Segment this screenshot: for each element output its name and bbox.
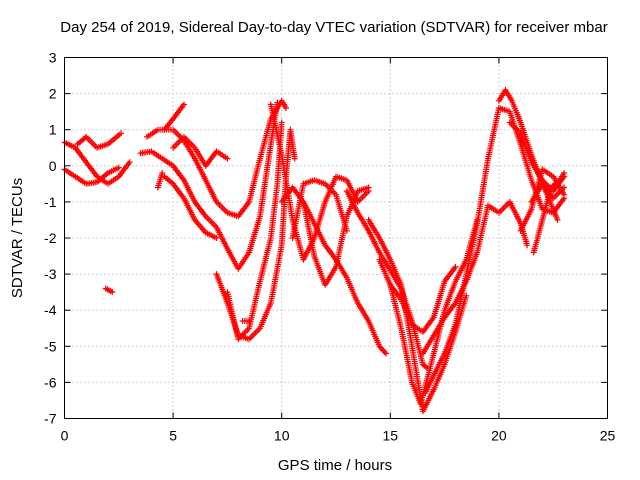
y-tick-label: 3: [49, 50, 57, 66]
data-point: [452, 263, 459, 270]
data-point: [365, 184, 372, 191]
data-point: [181, 101, 187, 108]
data-point: [291, 155, 298, 162]
series-track-7: [144, 97, 289, 220]
data-point: [554, 216, 561, 223]
y-tick-labels: -7 -6 -5 -4 -3 -2 -1 0 1 2 3: [44, 50, 57, 427]
series-track-8: [161, 173, 220, 241]
data-point: [278, 119, 285, 126]
series-track-21: [387, 263, 459, 335]
series-track-2: [61, 164, 122, 187]
series-track-19: [365, 216, 470, 415]
data-point: [159, 170, 166, 176]
x-tick-label: 20: [491, 428, 507, 444]
x-tick-label: 5: [169, 428, 177, 444]
y-tick-label: -5: [44, 338, 57, 354]
series-track-17: [300, 198, 389, 357]
data-point: [115, 164, 122, 171]
chart-title: Day 254 of 2019, Sidereal Day-to-day VTE…: [60, 19, 607, 36]
x-tick-label: 10: [274, 428, 290, 444]
series-track-5: [137, 99, 281, 272]
y-tick-label: -7: [44, 411, 57, 427]
series-track-4: [102, 285, 116, 296]
series-track-14: [267, 101, 372, 263]
series-track-10: [170, 133, 231, 169]
data-point: [383, 350, 389, 357]
data-point: [109, 289, 116, 296]
data-point: [283, 105, 289, 111]
grid-lines: [64, 57, 608, 419]
series-track-16: [289, 177, 350, 241]
data-point: [561, 191, 568, 198]
y-tick-label: -6: [44, 374, 57, 390]
data-point: [343, 227, 350, 234]
data-point: [118, 130, 124, 137]
y-tick-label: -4: [44, 302, 57, 318]
y-tick-label: 0: [49, 158, 57, 174]
y-tick-label: 2: [49, 86, 57, 102]
y-tick-label: -2: [44, 230, 57, 246]
data-point: [224, 155, 231, 162]
series-track-20: [376, 216, 481, 408]
data-points: [61, 87, 568, 415]
x-axis-label: GPS time / hours: [278, 457, 392, 474]
series-track-25: [506, 119, 568, 195]
series-track-9: [161, 101, 187, 133]
series-track-13: [239, 318, 253, 324]
x-tick-labels: 0 5 10 15 20 25: [61, 428, 616, 444]
y-tick-label: 1: [49, 122, 57, 138]
y-axis-label: SDTVAR / TECUs: [9, 178, 26, 298]
data-point: [213, 235, 220, 241]
y-tick-label: -1: [44, 194, 57, 210]
data-point: [246, 318, 253, 324]
series-track-23: [422, 105, 568, 397]
x-tick-label: 0: [61, 428, 69, 444]
plot-frame: [64, 57, 608, 419]
y-tick-label: -3: [44, 266, 57, 282]
x-tick-label: 25: [600, 428, 616, 444]
series-track-3: [74, 130, 124, 151]
data-point: [561, 170, 568, 176]
x-tick-label: 15: [383, 428, 399, 444]
data-point: [524, 242, 531, 249]
axis-ticks: [64, 57, 608, 419]
series-track-28: [517, 166, 568, 234]
series-track-6: [154, 170, 166, 191]
data-point: [126, 159, 133, 166]
